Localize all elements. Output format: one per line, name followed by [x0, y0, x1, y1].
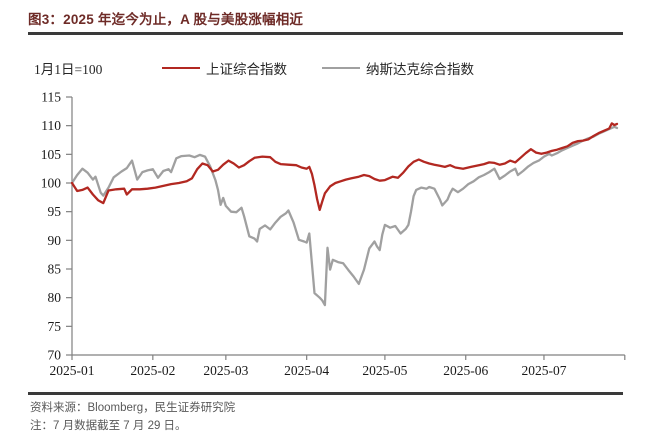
sse-series-line: [70, 122, 619, 212]
sse-line-swatch: [162, 66, 200, 70]
baseline-label: 1月1日=100: [34, 62, 103, 77]
title-divider: [28, 32, 623, 35]
figure-title: 图3：2025 年迄今为止，A 股与美股涨幅相近: [28, 12, 304, 27]
y-tick-label: 85: [48, 262, 62, 277]
x-tick-label: 2025-03: [203, 363, 248, 378]
nasdaq-line-swatch: [322, 66, 360, 70]
y-tick-label: 105: [41, 147, 62, 162]
x-tick-label: 2025-05: [362, 363, 407, 378]
legend-item-nasdaq: 纳斯达克综合指数: [322, 58, 474, 78]
y-tick-label: 110: [41, 118, 61, 133]
sse-legend-label: 上证综合指数: [206, 62, 287, 77]
nasdaq-series-line: [70, 125, 619, 307]
y-tick-label: 70: [48, 348, 62, 363]
nasdaq-legend-label: 纳斯达克综合指数: [366, 62, 474, 77]
legend-item-sse: 上证综合指数: [162, 58, 287, 78]
y-tick-label: 75: [48, 319, 62, 334]
data-cutoff-note: 注：7 月数据截至 7 月 29 日。: [30, 420, 187, 432]
x-tick-label: 2025-07: [521, 363, 566, 378]
footer-divider: [28, 392, 623, 395]
x-tick-label: 2025-04: [284, 363, 329, 378]
x-tick-label: 2025-01: [50, 363, 95, 378]
source-note: 资料来源：Bloomberg，民生证券研究院: [30, 402, 236, 414]
y-tick-label: 100: [41, 176, 62, 191]
y-tick-label: 95: [48, 204, 62, 219]
y-tick-label: 115: [41, 90, 61, 105]
line-chart: 70 75 80 85 90 95 100 105 110 115 2025-01 2025-02 20…: [41, 90, 626, 378]
legend-row: 1月1日=100 上证综合指数 纳斯达克综合指数: [0, 58, 650, 78]
y-tick-label: 80: [48, 290, 62, 305]
x-tick-label: 2025-02: [130, 363, 175, 378]
x-tick-label: 2025-06: [443, 363, 488, 378]
y-tick-label: 90: [48, 233, 62, 248]
